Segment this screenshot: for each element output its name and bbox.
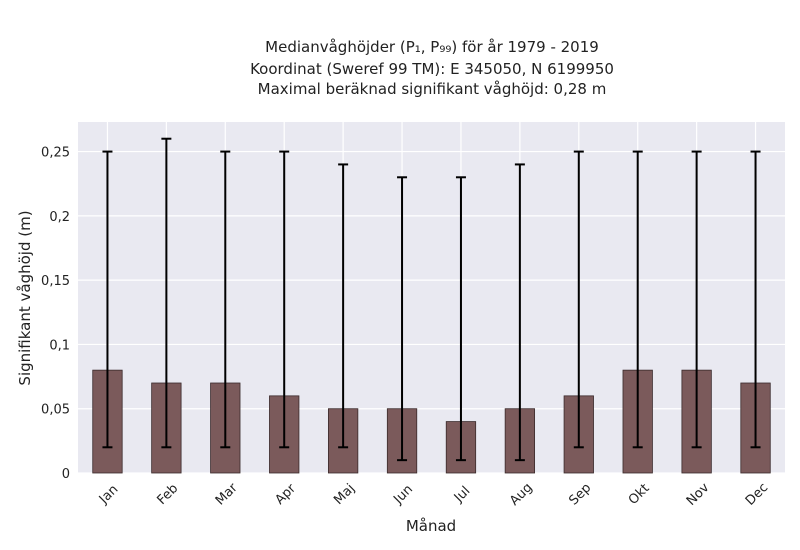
title-line-2: Koordinat (Sweref 99 TM): E 345050, N 61… (250, 60, 614, 78)
y-tick-label: 0,15 (41, 274, 70, 289)
x-tick-label: Apr (272, 481, 299, 508)
y-tick-label: 0,2 (49, 210, 70, 225)
errorbar-jun (397, 176, 408, 462)
x-tick-label: Mar (213, 480, 241, 508)
errorbar-apr (279, 150, 290, 449)
errorbar-okt (632, 150, 643, 449)
errorbar-maj (338, 163, 349, 449)
x-tick-label: Jun (390, 482, 416, 508)
x-tick-label: Feb (154, 481, 181, 508)
errorbar-mar (220, 150, 231, 449)
x-tick-label: Maj (331, 481, 358, 508)
x-tick-label: Jan (96, 482, 121, 507)
errorbar-nov (691, 150, 702, 449)
y-tick-label: 0,25 (41, 146, 70, 161)
plot-area (78, 122, 785, 473)
y-axis-label: Signifikant våghöjd (m) (16, 210, 34, 385)
chart-title: Medianvåghöjder (P₁, P₉₉) för år 1979 - … (250, 38, 614, 98)
x-tick-label: Okt (626, 481, 653, 508)
errorbar-jan (102, 150, 113, 449)
errorbar-feb (161, 137, 172, 449)
x-axis-ticks: Jan Feb Mar Apr Maj Jun Jul Aug Sep Okt Nov Dec (96, 480, 771, 509)
y-tick-label: 0 (62, 467, 70, 482)
x-tick-label: Sep (566, 481, 594, 509)
y-axis-ticks: 0 0,05 0,1 0,15 0,2 0,25 (41, 146, 70, 482)
x-tick-label: Nov (684, 480, 713, 509)
y-tick-label: 0,05 (41, 403, 70, 418)
x-tick-label: Dec (743, 480, 771, 508)
x-tick-label: Aug (507, 480, 536, 509)
x-tick-label: Jul (451, 484, 473, 506)
errorbar-jul (455, 176, 466, 462)
errorbar-dec (750, 150, 761, 449)
y-tick-label: 0,1 (49, 338, 70, 353)
errorbar-aug (514, 163, 525, 462)
error-bars (102, 137, 761, 462)
x-axis-label: Månad (406, 517, 456, 535)
title-line-1: Medianvåghöjder (P₁, P₉₉) för år 1979 - … (265, 38, 599, 56)
title-line-3: Maximal beräknad signifikant våghöjd: 0,… (258, 80, 607, 98)
errorbar-sep (573, 150, 584, 449)
